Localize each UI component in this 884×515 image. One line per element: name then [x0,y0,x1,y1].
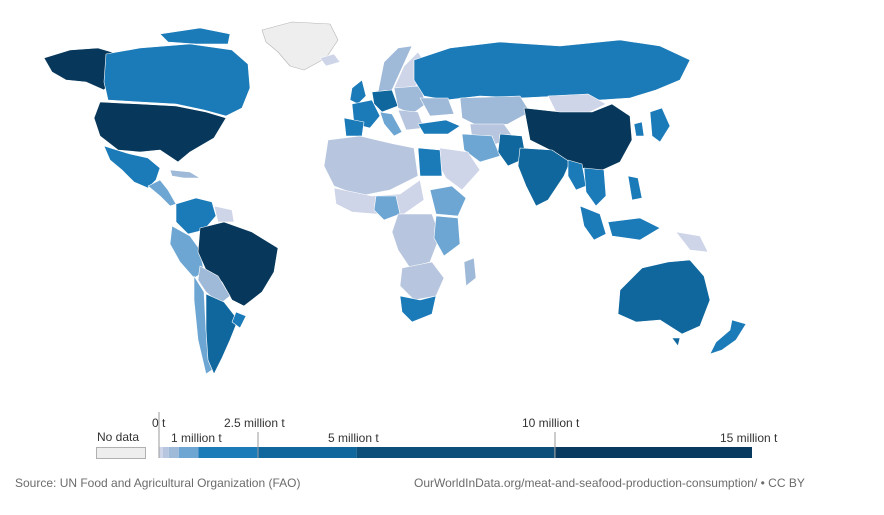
country-iceland[interactable] [319,53,341,67]
country-south-africa[interactable] [399,295,437,323]
country-italy[interactable] [379,111,403,137]
country-brazil[interactable] [197,221,279,307]
legend-tick-label-2-5m: 2.5 million t [224,416,285,430]
country-nigeria[interactable] [373,195,401,221]
country-north-africa[interactable] [323,135,419,197]
country-china[interactable] [523,103,633,173]
country-uruguay[interactable] [231,311,247,329]
source-url[interactable]: OurWorldInData.org/meat-and-seafood-prod… [414,476,805,490]
legend-bin-7 [554,447,752,458]
legend-bin-1 [162,447,169,458]
country-kazakhstan[interactable] [459,95,531,129]
country-germany[interactable] [371,89,399,113]
source-note: Source: UN Food and Agricultural Organiz… [15,476,301,490]
country-tasmania[interactable] [671,337,681,347]
country-poland-eastern-europe[interactable] [393,85,427,115]
country-guianas[interactable] [213,205,235,223]
country-usa[interactable] [93,101,227,163]
country-indonesia[interactable] [579,205,661,241]
country-ukraine[interactable] [419,97,455,117]
country-japan[interactable] [649,107,671,143]
country-mexico[interactable] [103,145,161,189]
country-madagascar[interactable] [463,257,477,287]
legend-tick-label-1m: 1 million t [171,431,222,445]
country-central-africa[interactable] [391,213,441,269]
country-myanmar[interactable] [567,159,587,191]
legend-tick-label-10m: 10 million t [522,416,580,430]
country-spain[interactable] [343,117,365,137]
legend-no-data-label: No data [97,430,140,444]
legend-bin-0 [159,447,163,458]
country-greenland[interactable] [261,21,339,71]
country-central-america[interactable] [147,179,177,207]
country-australia[interactable] [617,259,711,335]
world-map [43,21,747,375]
country-south-korea[interactable] [633,121,645,137]
legend-scale [158,412,752,458]
legend-tick-label-0: 0 t [152,416,166,430]
country-southern-africa[interactable] [399,261,445,301]
country-tanzania-kenya[interactable] [433,215,461,257]
country-egypt[interactable] [417,147,443,177]
country-argentina[interactable] [205,293,239,375]
country-new-zealand[interactable] [709,319,747,355]
country-canada-islands[interactable] [159,27,231,45]
country-png[interactable] [675,231,709,253]
legend-bin-4 [198,447,258,458]
legend-no-data-swatch [96,447,146,459]
legend-tick-label-5m: 5 million t [328,431,379,445]
country-cuba[interactable] [169,169,201,179]
country-russia[interactable] [413,39,691,101]
legend-bin-6 [356,447,555,458]
country-philippines[interactable] [627,175,643,201]
country-canada[interactable] [103,43,251,117]
country-mongolia[interactable] [547,93,607,115]
country-thailand-vietnam[interactable] [583,167,607,207]
legend-bin-2 [168,447,179,458]
legend-bin-5 [257,447,357,458]
country-colombia[interactable] [175,197,217,235]
legend-bin-3 [178,447,199,458]
country-turkey[interactable] [417,119,461,135]
country-uk[interactable] [349,79,367,105]
legend-tick-label-15m: 15 million t [720,431,778,445]
country-ethiopia[interactable] [429,185,467,217]
country-india[interactable] [517,147,571,207]
country-iran[interactable] [461,133,501,163]
